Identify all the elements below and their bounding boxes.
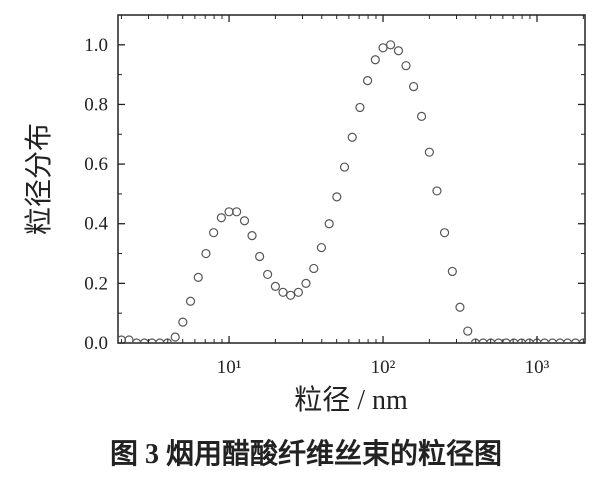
marker [239, 216, 250, 226]
marker [524, 338, 534, 343]
marker [324, 219, 334, 229]
marker [501, 338, 511, 343]
marker [363, 75, 373, 86]
marker [278, 287, 288, 297]
marker [393, 46, 404, 56]
marker [478, 338, 488, 343]
x-tick-label: 10¹ [217, 357, 242, 378]
marker [455, 302, 465, 312]
marker [155, 338, 165, 343]
y-tick-label: 0.6 [84, 154, 108, 175]
marker [170, 332, 180, 342]
marker [386, 40, 396, 50]
marker [439, 228, 450, 238]
marker [247, 231, 257, 241]
marker [447, 266, 457, 277]
marker [147, 338, 157, 343]
marker [401, 61, 411, 71]
marker [209, 228, 219, 238]
plot-frame [117, 14, 586, 344]
marker [309, 263, 319, 274]
x-tick-label: 10³ [525, 357, 550, 378]
marker [463, 326, 473, 336]
y-tick-label: 1.0 [84, 35, 108, 56]
marker [378, 43, 388, 53]
marker [355, 102, 365, 113]
caption: 图 3 烟用醋酸纤维丝束的粒径图 [110, 437, 502, 470]
marker [132, 338, 142, 343]
marker [224, 207, 234, 217]
marker [139, 338, 150, 343]
marker [232, 207, 242, 217]
marker [201, 248, 211, 259]
marker [339, 162, 350, 172]
marker [316, 242, 327, 253]
marker [293, 287, 303, 297]
marker [432, 186, 442, 196]
y-tick-label: 0.2 [84, 273, 108, 294]
marker [493, 338, 504, 343]
marker [193, 272, 203, 282]
marker [185, 296, 196, 306]
marker [370, 55, 380, 65]
x-axis-label: 粒径 / nm [294, 384, 408, 416]
marker [263, 269, 273, 280]
marker [332, 192, 342, 202]
marker [255, 251, 265, 262]
marker [178, 317, 188, 327]
markers [118, 40, 585, 343]
marker [516, 338, 527, 343]
y-tick-label: 0.0 [84, 333, 108, 354]
marker [416, 111, 427, 121]
marker [301, 278, 311, 288]
y-tick-label: 0.8 [84, 94, 108, 115]
marker [285, 290, 296, 300]
marker [124, 335, 134, 343]
x-tick-label: 10² [371, 357, 396, 378]
marker [409, 81, 419, 92]
y-axis-label: 粒径分布 [23, 123, 55, 235]
marker [424, 147, 434, 157]
marker [539, 338, 550, 343]
marker [547, 338, 558, 343]
marker [562, 338, 573, 343]
marker [570, 338, 581, 343]
marker [347, 132, 357, 142]
y-tick-label: 0.4 [84, 214, 108, 235]
marker [509, 338, 519, 343]
marker [555, 338, 565, 343]
marker [270, 281, 281, 291]
marker [216, 213, 226, 223]
